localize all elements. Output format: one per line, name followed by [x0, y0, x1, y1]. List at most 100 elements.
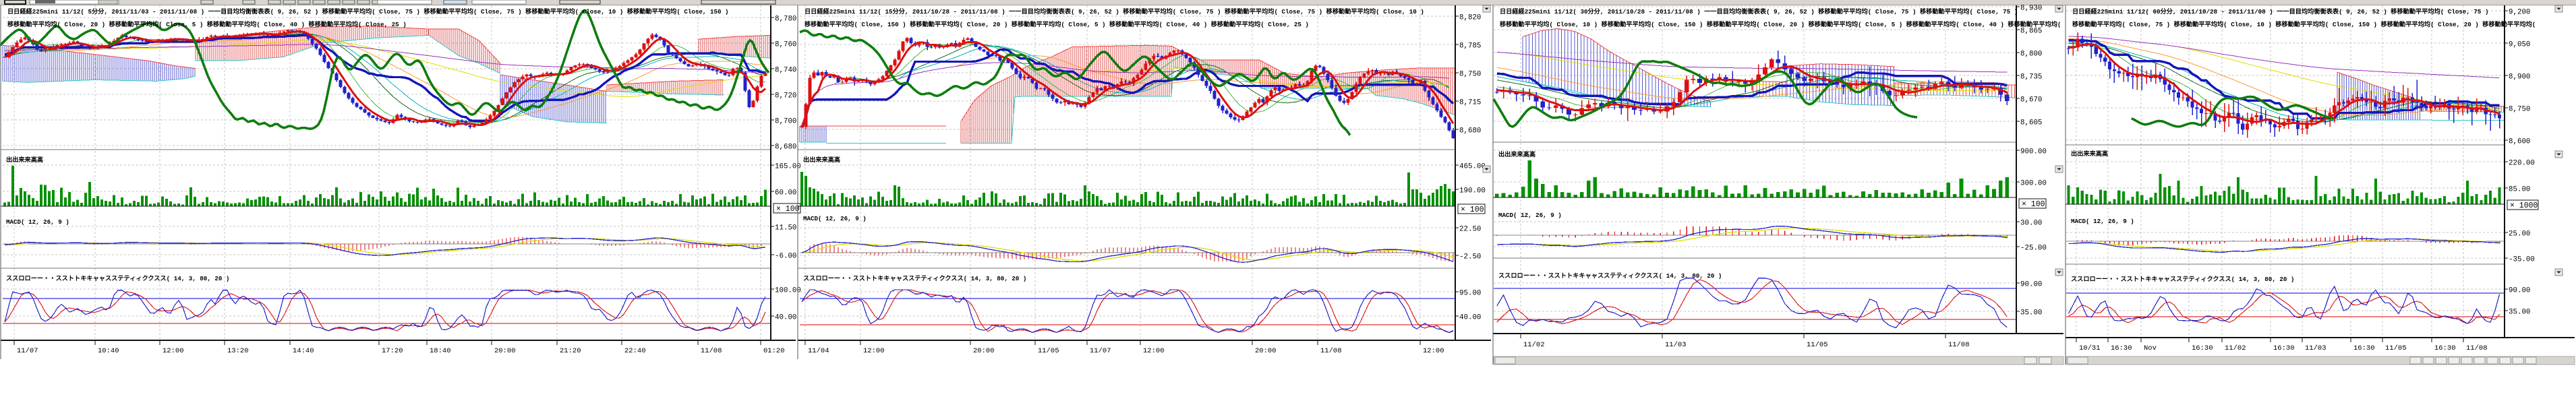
- svg-text:11/07: 11/07: [1090, 347, 1111, 355]
- svg-text:900.00: 900.00: [2020, 148, 2047, 156]
- svg-text:ススロローー・・スストトキキャャスステティィククスス( 14: ススロローー・・スストトキキャャスステティィククスス( 14, 3, 80, 2…: [1498, 272, 1722, 280]
- svg-text:-25.00: -25.00: [2020, 245, 2047, 253]
- svg-text:20:00: 20:00: [1255, 347, 1277, 355]
- svg-text:10:40: 10:40: [98, 347, 119, 355]
- svg-text:11/04: 11/04: [808, 347, 829, 355]
- svg-text:8,750: 8,750: [2509, 106, 2530, 114]
- svg-text:22.50: 22.50: [1459, 226, 1481, 234]
- svg-text:8,930: 8,930: [2020, 5, 2042, 13]
- svg-text:20:00: 20:00: [494, 347, 516, 355]
- svg-text:11/07: 11/07: [17, 347, 38, 355]
- svg-text:90.00: 90.00: [2509, 287, 2530, 295]
- svg-text:11/08: 11/08: [1948, 341, 1970, 349]
- svg-text:12:00: 12:00: [163, 347, 184, 355]
- svg-text:8,715: 8,715: [1459, 99, 1481, 107]
- svg-text:85.00: 85.00: [2509, 186, 2530, 194]
- svg-text:8,785: 8,785: [1459, 42, 1481, 51]
- svg-text:8,735: 8,735: [2020, 73, 2042, 82]
- svg-text:出出来来高高: 出出来来高高: [1498, 150, 1535, 158]
- svg-text:出出来来高高: 出出来来高高: [2071, 150, 2108, 158]
- svg-text:16:30: 16:30: [2111, 344, 2132, 352]
- svg-text:12:00: 12:00: [863, 347, 885, 355]
- svg-text:移移動動平平均均( Close, 10 ) 移移動動平平: 移移動動平平均均( Close, 10 ) 移移動動平平均均( Close, 1…: [1500, 20, 2061, 28]
- svg-text:× 100: × 100: [2022, 200, 2045, 209]
- svg-text:35.00: 35.00: [2020, 309, 2042, 317]
- svg-text:9,200: 9,200: [2509, 9, 2530, 17]
- svg-text:出出来来高高: 出出来来高高: [803, 156, 840, 164]
- svg-text:× 1000: × 1000: [2510, 201, 2538, 210]
- svg-text:8,865: 8,865: [2020, 28, 2042, 36]
- svg-text:8,780: 8,780: [775, 15, 796, 24]
- svg-text:日日経経225mini 11/12( 60分分, 2011/: 日日経経225mini 11/12( 60分分, 2011/10/28 - 20…: [2072, 7, 2488, 15]
- svg-text:8,605: 8,605: [2020, 119, 2042, 127]
- svg-text:10/31: 10/31: [2079, 344, 2101, 352]
- svg-text:40.00: 40.00: [1459, 314, 1481, 322]
- svg-text:220.00: 220.00: [2509, 160, 2535, 168]
- svg-text:12:00: 12:00: [1423, 347, 1444, 355]
- svg-text:出出来来高高: 出出来来高高: [6, 156, 43, 164]
- svg-text:MACD( 12, 26, 9 ): MACD( 12, 26, 9 ): [803, 215, 867, 222]
- svg-text:11/08: 11/08: [2466, 344, 2488, 352]
- svg-text:移移動動平平均均( Close, 150 ) 移移動動平: 移移動動平平均均( Close, 150 ) 移移動動平平均均( Close, …: [804, 20, 1309, 28]
- svg-text:MACD( 12, 26, 9 ): MACD( 12, 26, 9 ): [6, 218, 69, 226]
- svg-text:8,670: 8,670: [2020, 96, 2042, 104]
- svg-text:16:30: 16:30: [2353, 344, 2375, 352]
- svg-text:ススロローー・・スストトキキャャスステティィククスス( 14: ススロローー・・スストトキキャャスステティィククスス( 14, 3, 80, 2…: [803, 275, 1026, 282]
- svg-text:465.00: 465.00: [1459, 163, 1486, 171]
- svg-text:11/05: 11/05: [1038, 347, 1059, 355]
- svg-text:90.00: 90.00: [2020, 281, 2042, 289]
- svg-text:11/02: 11/02: [1523, 341, 1545, 349]
- svg-text:25.00: 25.00: [2509, 230, 2530, 239]
- svg-text:11/05: 11/05: [1807, 341, 1828, 349]
- svg-text:ススロローー・・スストトキキャャスステティィククスス( 14: ススロローー・・スストトキキャャスステティィククスス( 14, 3, 80, 2…: [6, 275, 229, 282]
- svg-text:-6.00: -6.00: [775, 253, 796, 261]
- svg-text:40.00: 40.00: [775, 314, 796, 322]
- svg-text:14:40: 14:40: [293, 347, 314, 355]
- svg-text:16:30: 16:30: [2273, 344, 2295, 352]
- svg-text:移移動動平平均均( Close, 75 ) 移移動動平平: 移移動動平平均均( Close, 75 ) 移移動動平平均均( Close, 1…: [2072, 20, 2536, 28]
- svg-text:13:20: 13:20: [227, 347, 249, 355]
- svg-text:日日経経225mini 11/12( 15分分, 2011/: 日日経経225mini 11/12( 15分分, 2011/10/28 - 20…: [804, 7, 1424, 15]
- svg-text:8,740: 8,740: [775, 67, 796, 75]
- svg-text:8,680: 8,680: [1459, 127, 1481, 135]
- svg-text:11/08: 11/08: [701, 347, 722, 355]
- svg-text:11/08: 11/08: [1320, 347, 1342, 355]
- svg-text:190.00: 190.00: [1459, 187, 1486, 195]
- svg-text:MACD( 12, 26, 9 ): MACD( 12, 26, 9 ): [2071, 218, 2134, 225]
- svg-text:ススロローー・・スストトキキャャスステティィククスス( 14: ススロローー・・スストトキキャャスステティィククスス( 14, 3, 80, 2…: [2071, 276, 2294, 283]
- svg-text:165.00: 165.00: [775, 163, 801, 171]
- svg-text:MACD( 12, 26, 9 ): MACD( 12, 26, 9 ): [1498, 212, 1562, 219]
- svg-text:60.00: 60.00: [775, 189, 796, 197]
- svg-text:30.00: 30.00: [2020, 220, 2042, 228]
- svg-text:01:20: 01:20: [763, 347, 785, 355]
- svg-text:22:40: 22:40: [624, 347, 646, 355]
- svg-text:-35.00: -35.00: [2509, 256, 2535, 264]
- svg-text:17:20: 17:20: [382, 347, 403, 355]
- svg-text:× 100: × 100: [1461, 206, 1484, 214]
- svg-text:× 100: × 100: [776, 205, 800, 214]
- svg-text:11/03: 11/03: [1665, 341, 1687, 349]
- svg-text:16:30: 16:30: [2434, 344, 2456, 352]
- svg-text:9,050: 9,050: [2509, 41, 2530, 49]
- svg-text:12:00: 12:00: [1143, 347, 1165, 355]
- svg-text:8,600: 8,600: [2509, 138, 2530, 146]
- svg-text:11/03: 11/03: [2305, 344, 2326, 352]
- svg-text:8,760: 8,760: [775, 41, 796, 49]
- svg-text:20:00: 20:00: [973, 347, 995, 355]
- svg-text:8,720: 8,720: [775, 92, 796, 100]
- svg-text:Nov: Nov: [2144, 344, 2157, 352]
- svg-text:日日経経225mini 11/12( 30分分, 2011/: 日日経経225mini 11/12( 30分分, 2011/10/28 - 20…: [1500, 7, 2018, 15]
- svg-text:11/02: 11/02: [2225, 344, 2246, 352]
- svg-text:35.00: 35.00: [2509, 309, 2530, 317]
- svg-text:18:40: 18:40: [430, 347, 451, 355]
- svg-text:移移動動平平均均( Close, 20 ) 移移動動平平: 移移動動平平均均( Close, 20 ) 移移動動平平均均( Close, 5…: [7, 20, 407, 28]
- svg-text:8,750: 8,750: [1459, 71, 1481, 79]
- svg-text:95.00: 95.00: [1459, 290, 1481, 298]
- svg-text:8,700: 8,700: [775, 118, 796, 126]
- svg-text:11/05: 11/05: [2385, 344, 2407, 352]
- svg-text:8,680: 8,680: [775, 144, 796, 152]
- svg-text:8,820: 8,820: [1459, 14, 1481, 22]
- svg-text:300.00: 300.00: [2020, 180, 2047, 188]
- svg-text:日日経経225mini 11/12( 5分分, 2011/1: 日日経経225mini 11/12( 5分分, 2011/11/03 - 201…: [7, 7, 729, 15]
- svg-text:8,800: 8,800: [2020, 51, 2042, 59]
